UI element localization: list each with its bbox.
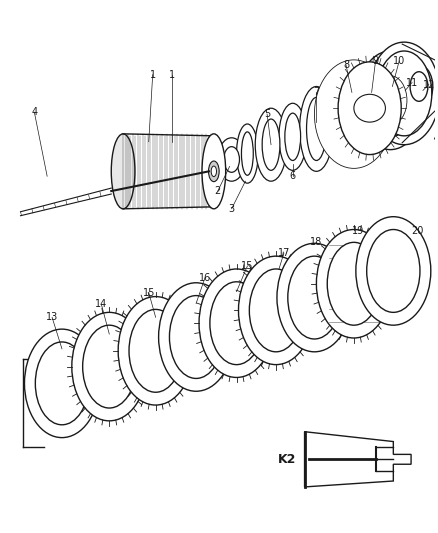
Text: 13: 13 [46, 312, 58, 322]
Ellipse shape [338, 62, 401, 155]
Ellipse shape [307, 98, 326, 160]
Ellipse shape [356, 217, 431, 325]
Ellipse shape [316, 230, 392, 338]
Text: 8: 8 [343, 60, 349, 70]
Text: 15: 15 [241, 261, 254, 271]
Text: 2: 2 [215, 186, 221, 196]
Ellipse shape [159, 283, 233, 391]
Ellipse shape [300, 86, 333, 171]
Text: 19: 19 [352, 225, 364, 236]
Ellipse shape [241, 132, 253, 175]
Ellipse shape [357, 51, 424, 150]
Ellipse shape [249, 269, 303, 352]
Ellipse shape [199, 269, 274, 377]
Ellipse shape [129, 309, 182, 392]
Ellipse shape [288, 256, 341, 339]
Ellipse shape [314, 60, 393, 168]
Ellipse shape [279, 103, 307, 171]
Text: 7: 7 [313, 87, 320, 98]
Ellipse shape [367, 64, 414, 137]
Ellipse shape [285, 113, 300, 160]
Ellipse shape [255, 108, 287, 181]
Text: 4: 4 [31, 107, 37, 117]
Ellipse shape [369, 42, 438, 144]
Text: 1: 1 [170, 70, 176, 79]
Ellipse shape [405, 65, 433, 108]
Ellipse shape [326, 76, 381, 152]
Ellipse shape [238, 256, 314, 365]
Ellipse shape [170, 296, 223, 378]
Text: 20: 20 [411, 225, 423, 236]
Text: 11: 11 [406, 78, 418, 87]
Ellipse shape [338, 92, 370, 136]
Ellipse shape [202, 134, 226, 209]
Ellipse shape [367, 230, 420, 312]
Ellipse shape [354, 94, 385, 122]
Text: 18: 18 [310, 237, 322, 247]
Ellipse shape [72, 312, 147, 421]
Ellipse shape [377, 51, 432, 136]
Text: 3: 3 [229, 204, 235, 214]
Text: 10: 10 [393, 56, 406, 66]
Ellipse shape [334, 87, 374, 141]
Ellipse shape [277, 244, 352, 352]
Ellipse shape [322, 71, 385, 158]
Ellipse shape [318, 66, 389, 163]
Ellipse shape [210, 282, 263, 365]
Text: 15: 15 [142, 288, 155, 297]
Ellipse shape [208, 161, 219, 182]
Text: 9: 9 [372, 56, 378, 66]
Ellipse shape [330, 82, 378, 147]
Ellipse shape [410, 72, 428, 101]
Ellipse shape [262, 119, 280, 171]
Text: 5: 5 [264, 109, 270, 119]
Ellipse shape [211, 166, 216, 176]
Ellipse shape [118, 296, 193, 405]
Text: 17: 17 [278, 248, 290, 258]
Ellipse shape [327, 243, 381, 325]
Ellipse shape [224, 147, 240, 172]
Ellipse shape [83, 325, 136, 408]
Ellipse shape [25, 329, 99, 438]
Ellipse shape [237, 124, 258, 183]
Ellipse shape [347, 104, 361, 124]
Ellipse shape [35, 342, 88, 425]
Polygon shape [304, 432, 411, 487]
Text: 6: 6 [290, 171, 296, 181]
Text: 1: 1 [150, 70, 156, 79]
Text: 14: 14 [95, 300, 107, 310]
Text: 16: 16 [199, 273, 211, 283]
Text: K2: K2 [278, 453, 297, 466]
Ellipse shape [111, 134, 135, 209]
Text: 12: 12 [423, 79, 435, 90]
Ellipse shape [218, 138, 245, 181]
